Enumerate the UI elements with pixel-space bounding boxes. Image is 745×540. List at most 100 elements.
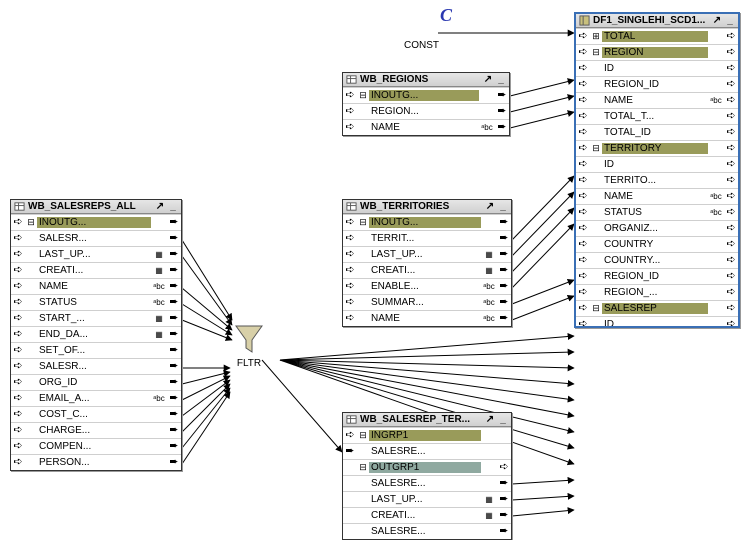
column-row[interactable]: ➪NAMEᵃbᴄ➨ — [11, 278, 181, 294]
port-out-icon[interactable]: ➪ — [724, 111, 738, 122]
port-in-icon[interactable]: ➪ — [343, 297, 357, 308]
port-in-icon[interactable]: ➪ — [11, 409, 25, 420]
port-out-icon[interactable]: ➪ — [724, 47, 738, 58]
port-in-icon[interactable]: ➪ — [576, 159, 590, 170]
port-in-icon[interactable]: ➪ — [576, 79, 590, 90]
port-in-icon[interactable]: ➪ — [11, 441, 25, 452]
port-out-icon[interactable]: ➨ — [167, 297, 181, 308]
toggle-icon[interactable]: ⊟ — [590, 143, 602, 154]
port-in-icon[interactable]: ➪ — [11, 297, 25, 308]
port-out-icon[interactable]: ➨ — [497, 265, 511, 276]
port-out-icon[interactable]: ➨ — [167, 345, 181, 356]
port-out-icon[interactable]: ➪ — [724, 95, 738, 106]
group-row[interactable]: ➪⊟INOUTG...➨ — [343, 87, 509, 103]
column-row[interactable]: ➪REGION_ID➪ — [576, 76, 738, 92]
port-in-icon[interactable]: ➪ — [576, 303, 590, 314]
column-row[interactable]: ➪COUNTRY...➪ — [576, 252, 738, 268]
column-row[interactable]: SALESRE...➨ — [343, 475, 511, 491]
toggle-icon[interactable]: ⊟ — [357, 90, 369, 101]
port-out-icon[interactable]: ➪ — [724, 255, 738, 266]
port-in-icon[interactable]: ➪ — [576, 127, 590, 138]
toggle-icon[interactable]: ⊞ — [590, 31, 602, 42]
port-in-icon[interactable]: ➪ — [576, 287, 590, 298]
toggle-icon[interactable]: ⊟ — [25, 217, 37, 228]
column-row[interactable]: ➪TERRIT...➨ — [343, 230, 511, 246]
column-row[interactable]: ➪COMPEN...➨ — [11, 438, 181, 454]
group-row[interactable]: ➪⊟INOUTG...➨ — [343, 214, 511, 230]
port-out-icon[interactable]: ➨ — [167, 249, 181, 260]
popout-icon[interactable]: ↗ — [483, 75, 493, 85]
port-out-icon[interactable]: ➨ — [497, 233, 511, 244]
port-out-icon[interactable]: ➪ — [497, 462, 511, 473]
port-out-icon[interactable]: ➪ — [724, 207, 738, 218]
column-row[interactable]: ➪SALESR...➨ — [11, 358, 181, 374]
panel-regions[interactable]: WB_REGIONS↗_➪⊟INOUTG...➨➪REGION...➨➪NAME… — [342, 72, 510, 136]
column-row[interactable]: ➪ENABLE...ᵃbᴄ➨ — [343, 278, 511, 294]
port-out-icon[interactable]: ➨ — [167, 361, 181, 372]
column-row[interactable]: ➪TERRITO...➪ — [576, 172, 738, 188]
port-out-icon[interactable]: ➪ — [724, 63, 738, 74]
port-out-icon[interactable]: ➨ — [495, 122, 509, 133]
column-row[interactable]: ➪NAMEᵃbᴄ➪ — [576, 92, 738, 108]
port-in-icon[interactable]: ➪ — [343, 265, 357, 276]
port-in-icon[interactable]: ➪ — [11, 233, 25, 244]
port-out-icon[interactable]: ➪ — [724, 223, 738, 234]
toggle-icon[interactable]: ⊟ — [357, 462, 369, 473]
panel-title[interactable]: WB_TERRITORIES↗_ — [343, 200, 511, 214]
port-in-icon[interactable]: ➪ — [343, 233, 357, 244]
port-in-icon[interactable]: ➪ — [11, 393, 25, 404]
column-row[interactable]: ➪LAST_UP...▦➨ — [11, 246, 181, 262]
column-row[interactable]: ➨SALESRE... — [343, 443, 511, 459]
port-out-icon[interactable]: ➨ — [167, 233, 181, 244]
port-in-icon[interactable]: ➪ — [11, 217, 25, 228]
port-out-icon[interactable]: ➪ — [724, 127, 738, 138]
panel-title[interactable]: DF1_SINGLEHI_SCD1...↗_ — [576, 14, 738, 28]
port-in-icon[interactable]: ➪ — [576, 239, 590, 250]
port-in-icon[interactable]: ➪ — [576, 143, 590, 154]
port-in-icon[interactable]: ➪ — [343, 313, 357, 324]
port-in-icon[interactable]: ➪ — [343, 106, 357, 117]
port-out-icon[interactable]: ➨ — [497, 510, 511, 521]
port-in-icon[interactable]: ➪ — [343, 430, 357, 441]
column-row[interactable]: SALESRE...➨ — [343, 523, 511, 539]
port-out-icon[interactable]: ➨ — [167, 377, 181, 388]
port-in-icon[interactable]: ➪ — [576, 111, 590, 122]
port-in-icon[interactable]: ➨ — [343, 446, 357, 457]
port-out-icon[interactable]: ➪ — [724, 319, 738, 326]
port-in-icon[interactable]: ➪ — [11, 249, 25, 260]
column-row[interactable]: ➪COST_C...➨ — [11, 406, 181, 422]
port-in-icon[interactable]: ➪ — [343, 217, 357, 228]
port-in-icon[interactable]: ➪ — [576, 63, 590, 74]
column-row[interactable]: ➪SUMMAR...ᵃbᴄ➨ — [343, 294, 511, 310]
port-out-icon[interactable]: ➪ — [724, 303, 738, 314]
group-row[interactable]: ➪⊟INOUTG...➨ — [11, 214, 181, 230]
port-in-icon[interactable]: ➪ — [11, 377, 25, 388]
minimize-icon[interactable]: _ — [725, 16, 735, 26]
port-out-icon[interactable]: ➨ — [167, 265, 181, 276]
column-row[interactable]: ➪TOTAL_T...➪ — [576, 108, 738, 124]
port-in-icon[interactable]: ➪ — [576, 255, 590, 266]
toggle-icon[interactable]: ⊟ — [357, 217, 369, 228]
port-in-icon[interactable]: ➪ — [576, 175, 590, 186]
port-out-icon[interactable]: ➨ — [497, 313, 511, 324]
panel-title[interactable]: WB_SALESREPS_ALL↗_ — [11, 200, 181, 214]
popout-icon[interactable]: ↗ — [155, 202, 165, 212]
port-in-icon[interactable]: ➪ — [11, 313, 25, 324]
panel-title[interactable]: WB_SALESREP_TER...↗_ — [343, 413, 511, 427]
column-row[interactable]: ➪ORGANIZ...➪ — [576, 220, 738, 236]
port-out-icon[interactable]: ➨ — [167, 441, 181, 452]
column-row[interactable]: ➪END_DA...▦➨ — [11, 326, 181, 342]
minimize-icon[interactable]: _ — [496, 75, 506, 85]
port-in-icon[interactable]: ➪ — [576, 319, 590, 326]
port-out-icon[interactable]: ➪ — [724, 239, 738, 250]
column-row[interactable]: ➪LAST_UP...▦➨ — [343, 246, 511, 262]
port-out-icon[interactable]: ➨ — [497, 478, 511, 489]
port-out-icon[interactable]: ➨ — [167, 281, 181, 292]
column-row[interactable]: CREATI...▦➨ — [343, 507, 511, 523]
port-out-icon[interactable]: ➪ — [724, 191, 738, 202]
port-in-icon[interactable]: ➪ — [343, 281, 357, 292]
port-in-icon[interactable]: ➪ — [343, 122, 357, 133]
port-out-icon[interactable]: ➪ — [724, 271, 738, 282]
panel-salesreps_all[interactable]: WB_SALESREPS_ALL↗_➪⊟INOUTG...➨ ➪SALESR...… — [10, 199, 182, 471]
column-row[interactable]: ➪ID➪ — [576, 316, 738, 326]
